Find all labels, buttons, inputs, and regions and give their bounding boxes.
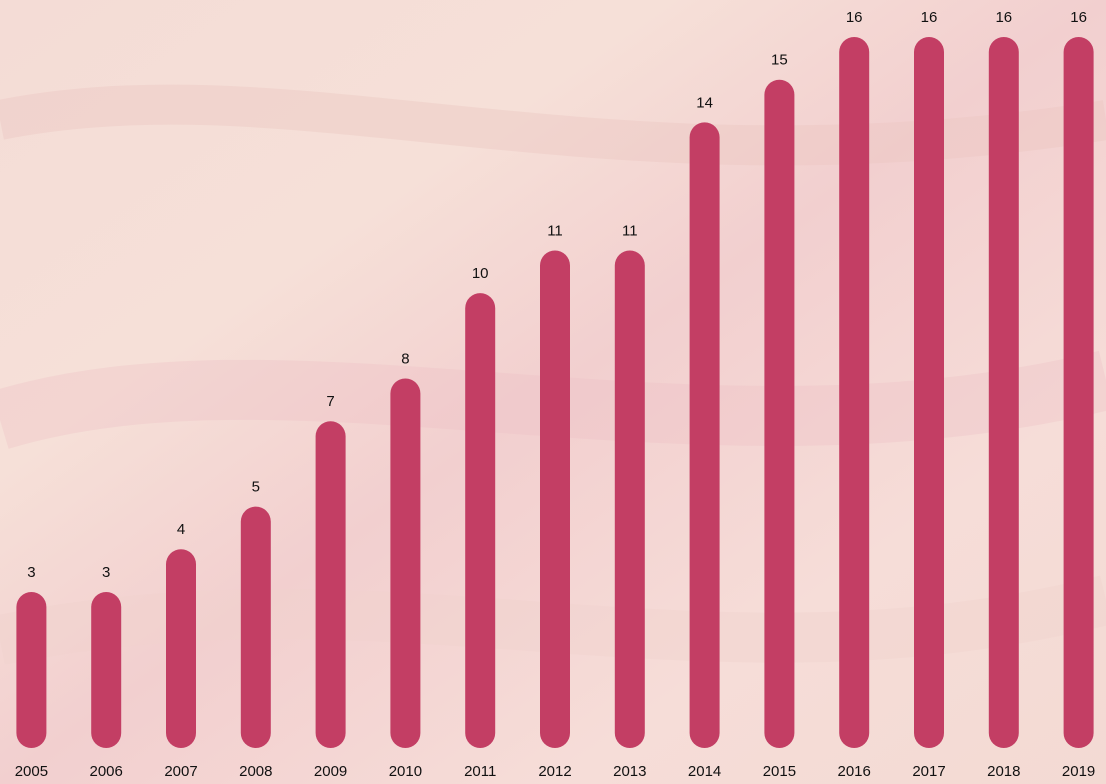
value-label: 3 [102,564,110,581]
x-tick-label: 2012 [538,763,571,780]
value-label: 4 [177,521,185,538]
x-tick-label: 2007 [164,763,197,780]
x-tick-label: 2014 [688,763,721,780]
bar [465,293,495,748]
value-label: 3 [27,564,35,581]
value-label: 11 [622,222,638,239]
bar [1064,37,1094,748]
value-label: 15 [771,52,788,69]
bar [390,379,420,749]
bar [316,421,346,748]
x-tick-label: 2019 [1062,763,1095,780]
bar [16,592,46,748]
value-label: 11 [547,222,563,239]
value-label: 8 [401,350,409,367]
bar [989,37,1019,748]
bar [615,250,645,748]
value-label: 16 [846,9,863,26]
x-tick-label: 2015 [763,763,796,780]
bar [690,122,720,748]
value-label: 10 [472,265,489,282]
bar [914,37,944,748]
x-tick-label: 2011 [464,763,496,780]
bar [764,80,794,748]
bar [839,37,869,748]
x-tick-label: 2008 [239,763,272,780]
x-tick-label: 2009 [314,763,347,780]
x-tick-label: 2017 [912,763,945,780]
x-tick-label: 2005 [15,763,48,780]
bar [91,592,121,748]
value-label: 5 [252,479,260,496]
x-tick-label: 2016 [838,763,871,780]
value-label: 14 [696,94,713,111]
bar [166,549,196,748]
x-tick-label: 2010 [389,763,422,780]
bar [540,250,570,748]
value-label: 7 [326,393,334,410]
x-tick-label: 2018 [987,763,1020,780]
value-label: 16 [1070,9,1087,26]
chart: 3 2005 3 2006 4 2007 5 2008 7 2009 8 2010 10 2011 11 20… [0,0,1106,784]
value-label: 16 [995,9,1012,26]
x-tick-label: 2006 [90,763,123,780]
x-tick-label: 2013 [613,763,646,780]
bar [241,507,271,748]
value-label: 16 [921,9,938,26]
